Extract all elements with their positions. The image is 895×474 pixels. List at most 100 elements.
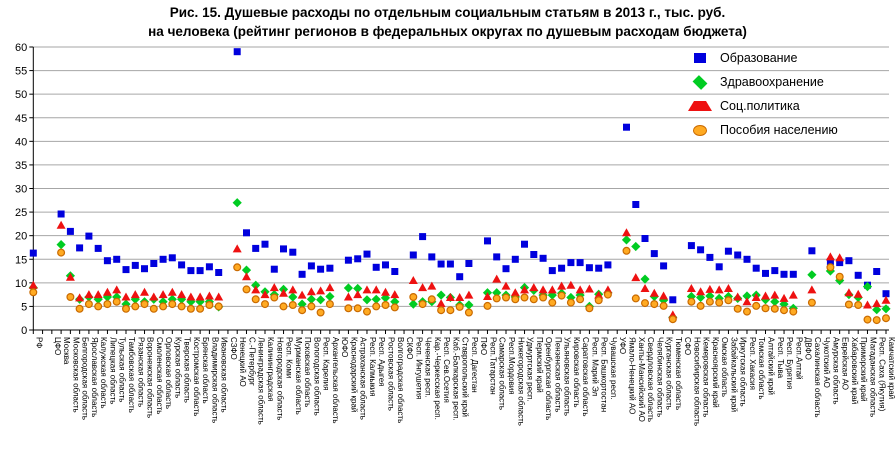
data-point (881, 304, 891, 314)
data-point (464, 290, 474, 299)
x-category-label: Респ.Мордовия (507, 337, 516, 395)
data-point (770, 297, 780, 307)
data-point (502, 293, 511, 302)
x-category-label: Ставропольский край (461, 337, 470, 417)
x-category-label: Рязанская область (136, 337, 145, 407)
data-point (427, 281, 437, 290)
data-point (288, 292, 298, 302)
data-point (427, 295, 436, 304)
data-point (56, 220, 66, 229)
x-category-label: Каб.-Балкарская респ. (451, 337, 460, 421)
data-point (595, 264, 603, 272)
data-point (418, 300, 427, 309)
legend-item-label: Пособия населению (720, 123, 838, 137)
data-point (779, 306, 788, 315)
data-point (232, 244, 242, 253)
data-point (687, 297, 696, 306)
data-point (317, 265, 325, 273)
data-point (215, 269, 223, 276)
data-point (844, 288, 854, 297)
x-category-label: Респ.Алтай (794, 337, 803, 379)
data-point (584, 284, 594, 293)
data-point (881, 314, 890, 323)
x-category-label: Респ. Дагестан (470, 337, 479, 393)
data-point (455, 302, 464, 311)
data-point (557, 281, 567, 290)
data-point (307, 262, 315, 270)
x-category-label: С.-Петербург (247, 337, 256, 386)
data-point (762, 269, 769, 277)
data-point (214, 302, 223, 311)
x-category-label: Респ. Хакасия (748, 337, 757, 390)
data-point (845, 257, 853, 265)
data-point (252, 244, 260, 252)
x-category-label: Пермский край (535, 337, 544, 393)
x-category-label: Ненецкий АО (238, 337, 247, 387)
data-point (455, 293, 465, 301)
data-point (622, 246, 631, 255)
legend-item: Здравоохранение (692, 74, 838, 90)
data-point (632, 201, 640, 208)
data-point (241, 265, 252, 275)
data-point (742, 291, 752, 301)
data-point (75, 304, 84, 313)
data-point (149, 292, 159, 301)
data-point (196, 267, 204, 275)
data-point (363, 307, 372, 316)
x-category-label: Костромская область (192, 337, 201, 416)
x-category-label: Респ. Калмыкия (368, 337, 377, 397)
data-point (232, 198, 242, 208)
data-point (150, 260, 158, 267)
data-point (621, 235, 632, 245)
data-point (131, 261, 139, 269)
data-point (715, 263, 723, 271)
data-point (76, 244, 84, 252)
x-category-label: Тверская область (183, 337, 192, 403)
data-point (585, 304, 594, 313)
data-point (307, 302, 316, 311)
data-point (251, 295, 260, 304)
data-point (436, 290, 446, 300)
data-point (844, 300, 853, 309)
x-category-label: Смоленская область (155, 337, 164, 414)
x-category-label: Калининградская (266, 337, 275, 402)
x-category-label: Респ. Карелия (322, 337, 331, 390)
data-point (428, 253, 436, 261)
data-point (306, 287, 316, 296)
data-point (881, 295, 891, 304)
data-point (826, 258, 834, 266)
x-category-label: Амурская область (831, 337, 840, 405)
data-point (576, 259, 584, 267)
data-point (585, 264, 593, 272)
x-category-label: Кар.-Черкесская респ. (433, 337, 442, 420)
data-point (205, 301, 214, 310)
data-point (835, 272, 844, 281)
x-category-label: Ростовская область (387, 337, 396, 411)
data-point (214, 292, 224, 301)
data-point (733, 292, 743, 301)
data-point (464, 300, 474, 310)
data-point (530, 251, 538, 258)
data-point (456, 273, 464, 281)
data-point (343, 283, 353, 293)
data-point (353, 283, 363, 294)
data-point (159, 255, 167, 263)
x-category-label: Иркутская область (739, 337, 748, 407)
data-point (742, 307, 751, 316)
y-tick-label: 20 (15, 231, 27, 243)
x-category-label: СЗФО (229, 337, 238, 360)
data-point (659, 291, 669, 300)
data-point (641, 235, 649, 242)
y-tick-label: 40 (15, 136, 27, 148)
data-point (29, 288, 38, 297)
chart-title-line-1: Рис. 15. Душевые расходы по отдельным со… (169, 5, 726, 20)
x-category-label: ДВФО (804, 337, 813, 360)
data-point (381, 287, 390, 296)
data-point (298, 306, 307, 315)
data-point (752, 264, 760, 272)
data-point (826, 263, 835, 272)
data-point (724, 247, 732, 255)
x-category-label: Мурманская область (294, 337, 303, 415)
